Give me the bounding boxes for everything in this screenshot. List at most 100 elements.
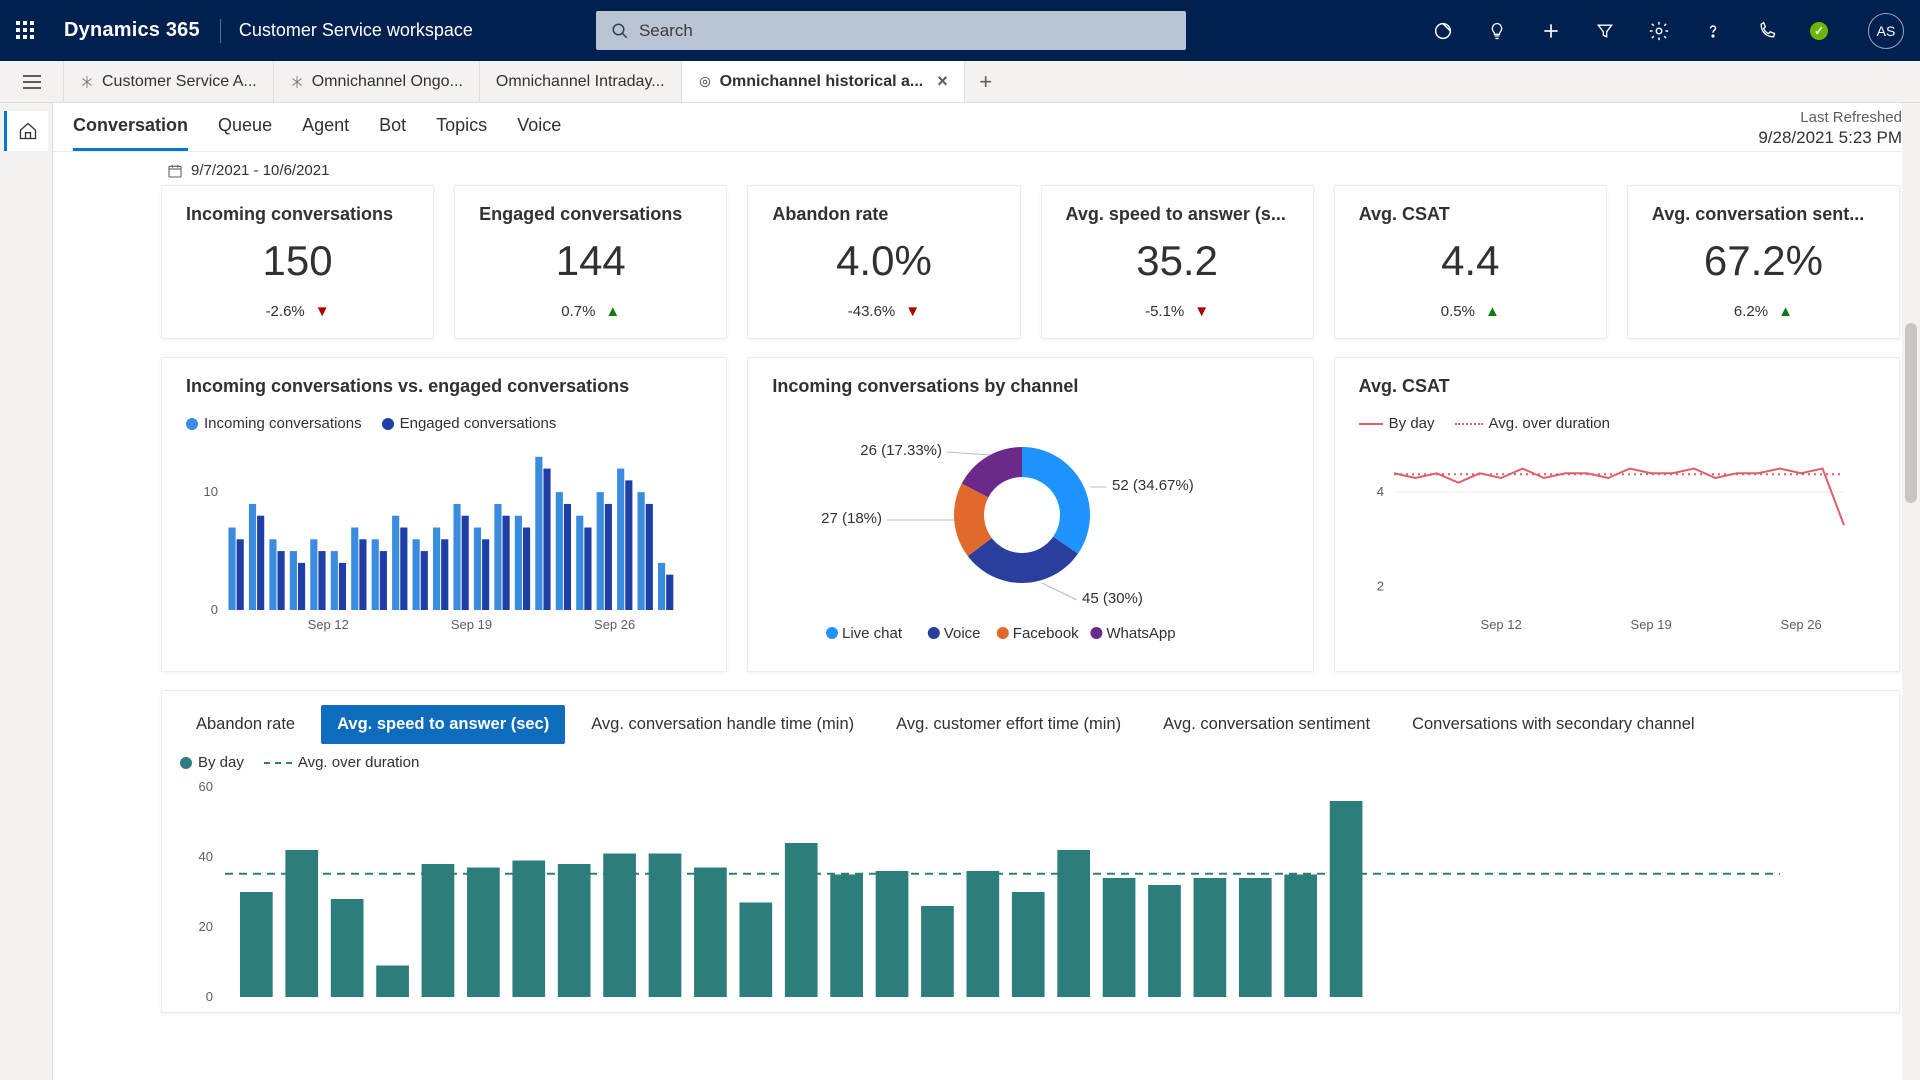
trend-down-icon: ▼ [315,303,330,320]
session-tab[interactable]: Customer Service A... [64,61,274,102]
report-subtab[interactable]: Topics [436,115,487,151]
kpi-delta: -43.6%▼ [772,303,995,320]
kpi-delta: -2.6%▼ [186,303,409,320]
legend-item: Avg. over duration [264,754,419,771]
trend-up-icon: ▲ [1485,303,1500,320]
kpi-delta: 0.5%▲ [1359,303,1582,320]
chart-title: Incoming conversations vs. engaged conve… [186,376,702,397]
nav-toggle[interactable] [0,61,64,102]
svg-text:20: 20 [199,919,213,934]
kpi-title: Abandon rate [772,204,995,225]
metric-tab[interactable]: Avg. speed to answer (sec) [321,705,565,744]
new-tab-button[interactable]: + [965,61,1007,102]
top-icon-group: ✓ AS [1432,13,1904,49]
chart-title: Incoming conversations by channel [772,376,1288,397]
chart-legend: Incoming conversations Engaged conversati… [186,415,702,432]
chart-by-channel: Incoming conversations by channel 52 (34… [747,357,1313,672]
target-icon[interactable] [1432,20,1454,42]
search-input[interactable]: Search [596,11,1186,50]
chart-legend: By day Avg. over duration [1359,415,1875,432]
report-subtab[interactable]: Bot [379,115,406,151]
trend-down-icon: ▼ [905,303,920,320]
report-subtab[interactable]: Agent [302,115,349,151]
svg-text:Sep 19: Sep 19 [1630,617,1671,632]
chart-avg-csat: Avg. CSAT By dayAvg. over duration 24Sep… [1334,357,1900,672]
metric-tab[interactable]: Avg. customer effort time (min) [880,705,1137,744]
metric-tab[interactable]: Avg. conversation sentiment [1147,705,1386,744]
donut-chart: 52 (34.67%)45 (30%)27 (18%)26 (17.33%)Li… [772,415,1272,650]
svg-text:Sep 12: Sep 12 [1480,617,1521,632]
session-tab[interactable]: Omnichannel Ongo... [274,61,480,102]
svg-text:60: 60 [199,779,213,794]
kpi-value: 144 [479,237,702,285]
chart-legend: By day Avg. over duration [180,754,1881,771]
kpi-card: Avg. CSAT4.40.5%▲ [1334,185,1607,339]
legend-item: Avg. over duration [1455,415,1610,432]
date-range-text: 9/7/2021 - 10/6/2021 [191,162,329,179]
bar-chart: 010Sep 12Sep 19Sep 26 [186,440,686,635]
svg-text:52 (34.67%): 52 (34.67%) [1112,477,1194,494]
plus-icon[interactable] [1540,21,1562,41]
app-launcher-icon[interactable] [16,21,36,41]
kpi-title: Avg. speed to answer (s... [1066,204,1289,225]
search-placeholder: Search [639,21,693,41]
last-refreshed-label: Last Refreshed [1758,109,1902,126]
chart-incoming-vs-engaged: Incoming conversations vs. engaged conve… [161,357,727,672]
svg-text:Sep 12: Sep 12 [308,617,349,632]
lightbulb-icon[interactable] [1486,20,1508,42]
svg-text:WhatsApp: WhatsApp [1107,625,1176,642]
svg-text:Sep 19: Sep 19 [451,617,492,632]
kpi-value: 4.0% [772,237,995,285]
kpi-card: Avg. conversation sent...67.2%6.2%▲ [1627,185,1900,339]
gear-icon[interactable] [1648,20,1670,42]
kpi-delta: 6.2%▲ [1652,303,1875,320]
workspace-label: Customer Service workspace [239,20,473,41]
metric-tab[interactable]: Avg. conversation handle time (min) [575,705,870,744]
kpi-value: 35.2 [1066,237,1289,285]
svg-text:4: 4 [1376,484,1383,499]
presence-icon[interactable]: ✓ [1810,22,1828,40]
main-content: Last Refreshed 9/28/2021 5:23 PM Convers… [53,103,1920,1080]
home-icon[interactable] [4,111,48,151]
last-refreshed: Last Refreshed 9/28/2021 5:23 PM [1758,109,1902,148]
top-app-bar: Dynamics 365 Customer Service workspace … [0,0,1920,61]
svg-text:26 (17.33%): 26 (17.33%) [861,442,943,459]
svg-text:Facebook: Facebook [1013,625,1079,642]
svg-text:45 (30%): 45 (30%) [1082,590,1143,607]
last-refreshed-ts: 9/28/2021 5:23 PM [1758,128,1902,148]
svg-text:40: 40 [199,849,213,864]
phone-icon[interactable] [1756,21,1778,41]
bar-chart: 0204060 [180,779,1800,1009]
line-chart: 24Sep 12Sep 19Sep 26 [1359,440,1859,635]
metric-detail-card: Abandon rate Avg. speed to answer (sec) Av… [161,690,1900,1013]
kpi-title: Avg. CSAT [1359,204,1582,225]
report-subtab[interactable]: Voice [517,115,561,151]
kpi-card: Incoming conversations150-2.6%▼ [161,185,434,339]
legend-item: By day [180,754,244,771]
close-icon[interactable]: × [937,71,948,92]
chart-title: Avg. CSAT [1359,376,1875,397]
legend-item: Engaged conversations [382,415,557,432]
brand-label: Dynamics 365 [64,19,200,42]
legend-item: By day [1359,415,1435,432]
search-icon [611,22,629,40]
legend-item: Incoming conversations [186,415,362,432]
trend-up-icon: ▲ [605,303,620,320]
session-tab[interactable]: Omnichannel Intraday... [480,61,682,102]
kpi-delta: 0.7%▲ [479,303,702,320]
svg-text:Sep 26: Sep 26 [1780,617,1821,632]
help-icon[interactable] [1702,21,1724,41]
date-range[interactable]: 9/7/2021 - 10/6/2021 [53,152,1920,185]
trend-up-icon: ▲ [1778,303,1793,320]
metric-tab[interactable]: Abandon rate [180,705,311,744]
kpi-title: Incoming conversations [186,204,409,225]
report-subtab[interactable]: Queue [218,115,272,151]
avatar[interactable]: AS [1868,13,1904,49]
filter-icon[interactable] [1594,21,1616,41]
report-subtab[interactable]: Conversation [73,115,188,151]
kpi-title: Engaged conversations [479,204,702,225]
session-tab[interactable]: Omnichannel historical a...× [682,61,965,102]
report-subtabs: Conversation Queue Agent Bot Topics Voice [53,103,1920,152]
scrollbar[interactable] [1902,103,1920,1080]
metric-tab[interactable]: Conversations with secondary channel [1396,705,1711,744]
